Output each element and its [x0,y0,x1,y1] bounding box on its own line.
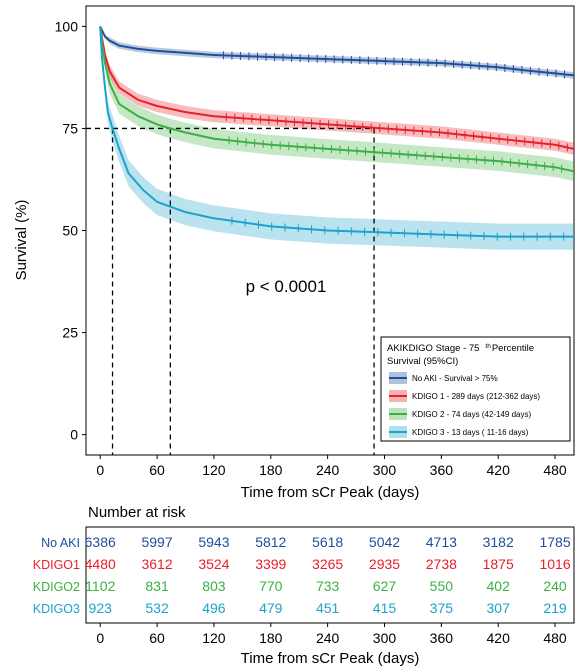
survival-line-3 [99,26,574,238]
risk-cell: 2935 [369,556,400,572]
risk-table-x-axis-label: Time from sCr Peak (days) [241,650,420,667]
risk-cell: 1875 [483,556,514,572]
risk-cell: 733 [316,578,340,594]
risk-cell: 1102 [85,578,115,594]
ci-band-0 [100,26,574,79]
risk-cell: 307 [487,600,511,616]
risk-cell: 532 [145,600,169,616]
risk-cell: 5997 [141,534,172,550]
risk-table-frame [85,526,575,624]
legend-entry: KDIGO 3 - 13 days ( 11-16 days) [412,428,529,437]
risk-table-rows: No AKI 6386 5997 5943 5812 5618 5042 4713 3182 17… [33,534,571,616]
risk-x-tick-label: 300 [373,630,397,646]
risk-cell: 5618 [312,534,343,550]
x-tick-label: 480 [543,462,567,478]
legend-title-line1: AKIKDIGO Stage - 75 thPercentile [387,343,534,354]
risk-cell: 4713 [426,534,457,550]
risk-cell: 240 [543,578,567,594]
risk-cell: 5812 [255,534,286,550]
risk-cell: 3182 [483,534,514,550]
y-axis-ticks: 0 25 50 75 100 [55,18,86,443]
risk-cell: 5943 [198,534,229,550]
risk-x-tick-label: 60 [149,630,165,646]
risk-cell: 375 [430,600,454,616]
risk-cell: 3265 [312,556,343,572]
y-tick-label: 50 [62,223,78,239]
x-tick-label: 240 [316,462,340,478]
p-value-annotation: p < 0.0001 [246,277,327,296]
risk-x-tick-label: 420 [487,630,511,646]
x-tick-label: 180 [259,462,283,478]
x-tick-label: 60 [149,462,165,478]
survival-line-0 [99,25,575,77]
x-axis-ticks: 0 60 120 180 240 300 360 420 480 [96,455,567,478]
legend-entry: KDIGO 2 - 74 days (42-149 days) [412,410,532,419]
survival-curves [99,25,575,241]
y-tick-label: 100 [55,18,79,34]
risk-cell: 4480 [85,556,116,572]
legend-title-line2: Survival (95%CI) [387,356,458,367]
y-tick-label: 25 [62,325,78,341]
risk-cell: 479 [259,600,283,616]
risk-cell: 6386 [85,534,116,550]
risk-cell: 831 [145,578,169,594]
risk-x-tick-label: 480 [543,630,567,646]
risk-table-panel: Number at risk No AKI 6386 5997 5943 5812 561… [33,504,575,667]
risk-cell: 923 [89,600,113,616]
risk-cell: 402 [487,578,511,594]
x-tick-label: 120 [202,462,226,478]
risk-cell: 627 [373,578,397,594]
risk-cell: 550 [430,578,454,594]
x-axis-label: Time from sCr Peak (days) [241,484,420,501]
risk-x-tick-label: 180 [259,630,283,646]
legend-entry: KDIGO 1 - 289 days (212-362 days) [412,392,540,401]
risk-x-tick-label: 0 [96,630,104,646]
risk-cell: 803 [202,578,226,594]
survival-line-2 [99,26,575,173]
risk-cell: 219 [543,600,567,616]
legend-items: No AKI - Survival > 75% KDIGO 1 - 289 day… [389,372,540,438]
risk-cell: 2738 [426,556,457,572]
x-tick-label: 300 [373,462,397,478]
risk-cell: 415 [373,600,397,616]
risk-x-tick-label: 360 [430,630,454,646]
risk-cell: 1016 [539,556,570,572]
risk-x-tick-label: 120 [202,630,226,646]
x-tick-label: 360 [430,462,454,478]
risk-cell: 3524 [198,556,229,572]
y-axis-label: Survival (%) [13,200,30,281]
survival-line-1 [99,26,575,150]
ci-band-3 [100,26,574,250]
reference-lines [86,127,375,455]
legend-entry: No AKI - Survival > 75% [412,374,498,383]
legend: AKIKDIGO Stage - 75 thPercentile Survival… [380,336,571,442]
risk-table-title: Number at risk [88,504,186,521]
risk-cell: 496 [202,600,226,616]
risk-cell: 451 [316,600,340,616]
risk-cell: 3612 [141,556,172,572]
risk-table-x-ticks: 0 60 120 180 240 300 360 420 480 [96,623,567,646]
y-tick-label: 75 [62,120,78,136]
risk-cell: 770 [259,578,283,594]
km-plot-panel: 0 25 50 75 100 0 60 120 180 240 300 360 420 480 Surv… [13,5,575,501]
risk-row-label: KDIGO2 [33,580,80,594]
x-tick-label: 420 [487,462,511,478]
risk-row-label: No AKI [41,536,80,550]
risk-x-tick-label: 240 [316,630,340,646]
risk-row-label: KDIGO3 [33,602,80,616]
risk-cell: 3399 [255,556,286,572]
y-tick-label: 0 [70,427,78,443]
legend-box [380,336,571,442]
risk-row-label: KDIGO1 [33,558,80,572]
x-tick-label: 0 [96,462,104,478]
risk-cell: 1785 [539,534,570,550]
risk-cell: 5042 [369,534,400,550]
ci-band-2 [100,26,574,182]
